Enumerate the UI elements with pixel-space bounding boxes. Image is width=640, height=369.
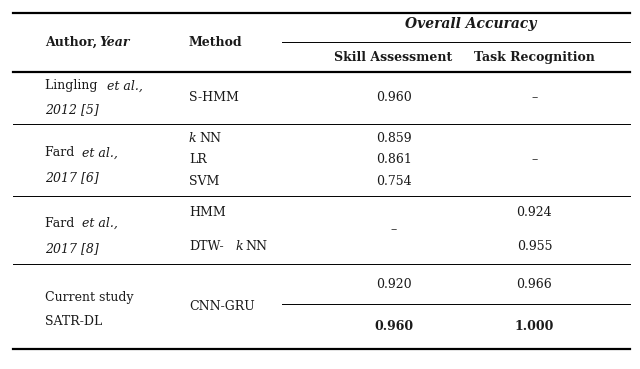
Text: Author,: Author, (45, 36, 101, 49)
Text: SATR-DL: SATR-DL (45, 314, 102, 328)
Text: 0.859: 0.859 (376, 131, 412, 145)
Text: 0.920: 0.920 (376, 277, 412, 291)
Text: 0.924: 0.924 (516, 206, 552, 219)
Text: et al.,: et al., (82, 217, 118, 230)
Text: 0.960: 0.960 (374, 320, 413, 333)
Text: NN: NN (246, 240, 268, 253)
Text: Overall Accuracy: Overall Accuracy (404, 17, 536, 31)
Text: 0.754: 0.754 (376, 175, 412, 188)
Text: k: k (236, 240, 243, 253)
Text: et al.,: et al., (82, 146, 118, 159)
Text: LR: LR (189, 153, 207, 166)
Text: k: k (189, 131, 196, 145)
Text: –: – (390, 223, 397, 236)
Text: DTW-: DTW- (189, 240, 223, 253)
Text: 1.000: 1.000 (515, 320, 554, 333)
Text: 2017 [6]: 2017 [6] (45, 172, 99, 184)
Text: CNN-GRU: CNN-GRU (189, 300, 255, 313)
Text: Fard: Fard (45, 217, 78, 230)
Text: 0.966: 0.966 (516, 277, 552, 291)
Text: 0.955: 0.955 (516, 240, 552, 253)
Text: S-HMM: S-HMM (189, 91, 239, 104)
Text: Lingling: Lingling (45, 79, 101, 93)
Text: HMM: HMM (189, 206, 225, 219)
Text: –: – (531, 153, 538, 166)
Text: et al.,: et al., (107, 79, 143, 93)
Text: Skill Assessment: Skill Assessment (335, 51, 452, 64)
Text: Fard: Fard (45, 146, 78, 159)
Text: Year: Year (99, 36, 130, 49)
Text: Current study: Current study (45, 290, 133, 304)
Text: SVM: SVM (189, 175, 219, 188)
Text: Method: Method (189, 36, 243, 49)
Text: –: – (531, 91, 538, 104)
Text: 2017 [8]: 2017 [8] (45, 242, 99, 255)
Text: 0.861: 0.861 (376, 153, 412, 166)
Text: Task Recognition: Task Recognition (474, 51, 595, 64)
Text: 2012 [5]: 2012 [5] (45, 103, 99, 116)
Text: 0.960: 0.960 (376, 91, 412, 104)
Text: NN: NN (199, 131, 221, 145)
